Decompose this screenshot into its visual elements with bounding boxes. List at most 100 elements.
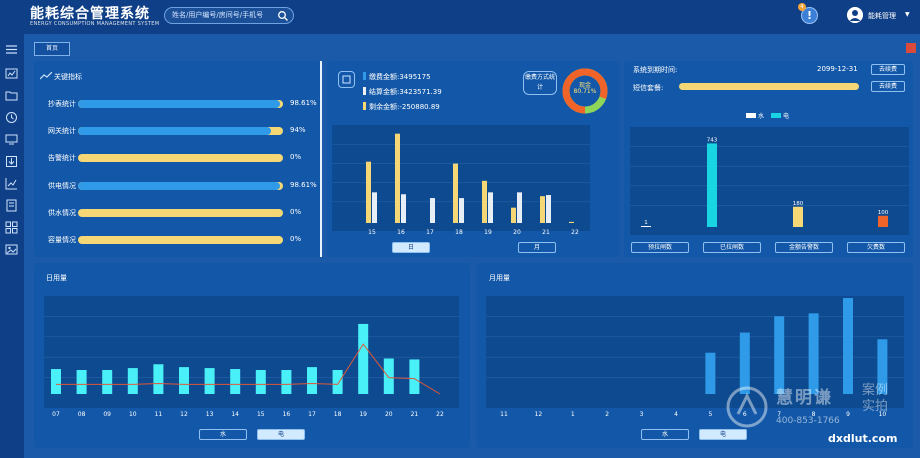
- finance-bar[interactable]: [372, 192, 377, 223]
- finance-bar[interactable]: [546, 195, 551, 223]
- monthly-x-tick: 12: [534, 411, 543, 418]
- daily-x-tick: 13: [205, 411, 214, 418]
- grid-icon[interactable]: [5, 221, 18, 234]
- finance-panel: 缴费金额:3495175 结算金额:3423571.39 剩余金额:-25088…: [327, 61, 619, 257]
- indicator-label: 供电情况: [48, 182, 76, 190]
- watermark-logo-icon: [726, 386, 768, 428]
- watermark-tag-photo: 实拍: [862, 399, 889, 414]
- finance-bar[interactable]: [395, 133, 400, 223]
- indicator-value: 0%: [290, 153, 302, 161]
- finance-x-tick: 22: [571, 229, 579, 236]
- settled-amount-text: 结算金额:3423571.39: [369, 88, 442, 96]
- finance-bar[interactable]: [401, 194, 406, 223]
- tab-home[interactable]: 首页: [34, 42, 70, 56]
- daily-x-tick: 15: [256, 411, 265, 418]
- daily-usage-title: 日用量: [46, 274, 67, 282]
- monthly-power-button[interactable]: 电: [699, 429, 747, 440]
- daily-bar[interactable]: [358, 323, 369, 394]
- finance-bar[interactable]: [511, 207, 516, 223]
- alarm-bar[interactable]: [878, 215, 888, 227]
- finance-bar[interactable]: [517, 192, 522, 223]
- daily-bar[interactable]: [204, 368, 215, 394]
- daily-bar[interactable]: [409, 359, 420, 394]
- daily-bar[interactable]: [127, 368, 138, 394]
- daily-bar[interactable]: [76, 370, 87, 394]
- daily-bar[interactable]: [179, 367, 189, 394]
- daily-bar[interactable]: [102, 370, 113, 394]
- alert-icon[interactable]: !: [801, 7, 818, 24]
- download-icon[interactable]: [5, 155, 18, 168]
- monthly-bar[interactable]: [739, 332, 750, 394]
- sms-renew-button[interactable]: 去续费: [871, 81, 905, 92]
- line-chart-icon[interactable]: [5, 177, 18, 190]
- daily-bar[interactable]: [51, 369, 61, 394]
- daily-bar[interactable]: [332, 370, 343, 394]
- watermark-phone: 400-853-1766: [776, 416, 840, 426]
- refresh-icon[interactable]: [5, 111, 18, 124]
- day-button[interactable]: 日: [392, 242, 430, 253]
- daily-bar[interactable]: [383, 358, 394, 394]
- payment-stat-button[interactable]: 缴费方式统计: [523, 71, 557, 95]
- renew-button[interactable]: 去续费: [871, 64, 905, 75]
- alarm-bar[interactable]: [707, 143, 717, 227]
- image-icon[interactable]: [5, 243, 18, 256]
- chart-board-icon[interactable]: [5, 67, 18, 80]
- chevron-down-icon[interactable]: ▼: [905, 11, 910, 18]
- monthly-chart: [486, 296, 904, 408]
- user-avatar-icon[interactable]: [847, 7, 863, 23]
- daily-x-tick: 12: [180, 411, 188, 418]
- app-subtitle: ENERGY CONSUMPTION MANAGEMENT SYSTEM: [30, 21, 160, 27]
- menu-icon[interactable]: [5, 43, 18, 56]
- monthly-bar[interactable]: [843, 298, 853, 394]
- search-input[interactable]: 姓名/用户编号/房间号/手机号: [164, 7, 294, 24]
- folder-icon[interactable]: [5, 89, 18, 102]
- month-button[interactable]: 月: [518, 242, 556, 253]
- close-icon[interactable]: [906, 43, 916, 53]
- finance-bar[interactable]: [453, 163, 458, 223]
- finance-bar[interactable]: [430, 198, 435, 223]
- finance-bar[interactable]: [459, 198, 464, 223]
- alarm-bar[interactable]: [793, 206, 803, 227]
- finance-bar[interactable]: [482, 180, 487, 223]
- finance-bar[interactable]: [488, 192, 493, 223]
- daily-bar[interactable]: [230, 369, 241, 394]
- legend-power-swatch: [771, 113, 781, 118]
- daily-x-tick: 22: [436, 411, 444, 418]
- alarm-bar[interactable]: [641, 226, 651, 227]
- finance-x-tick: 15: [368, 229, 376, 236]
- monthly-bar[interactable]: [877, 339, 888, 394]
- search-icon[interactable]: [277, 10, 289, 22]
- watermark-tag-case: 案例: [862, 383, 889, 398]
- arrears-button[interactable]: 欠费数: [847, 242, 905, 253]
- daily-power-button[interactable]: 电: [257, 429, 305, 440]
- daily-bar[interactable]: [281, 370, 292, 394]
- indicator-progress-fill: [78, 127, 271, 135]
- monthly-water-button[interactable]: 水: [641, 429, 689, 440]
- finance-x-tick: 16: [397, 229, 405, 236]
- donut-main-slice: [562, 68, 608, 114]
- user-name[interactable]: 能耗管理: [868, 12, 896, 20]
- daily-bar[interactable]: [255, 370, 266, 394]
- finance-x-tick: 18: [455, 229, 463, 236]
- monthly-bar[interactable]: [705, 352, 716, 394]
- top-bar: 能耗综合管理系统 ENERGY CONSUMPTION MANAGEMENT S…: [0, 0, 920, 34]
- daily-water-button[interactable]: 水: [199, 429, 247, 440]
- finance-bar[interactable]: [366, 161, 371, 223]
- monthly-bar[interactable]: [774, 316, 785, 394]
- monthly-bar[interactable]: [808, 313, 819, 394]
- finance-bar[interactable]: [540, 196, 545, 223]
- cutoff-button[interactable]: 已拉闸数: [703, 242, 761, 253]
- expire-date: 2099-12-31: [817, 65, 858, 73]
- indicator-progress-bar: [78, 127, 283, 135]
- amount-alarm-button[interactable]: 金额告警数: [775, 242, 833, 253]
- key-indicators-panel: 关键指标 抄表统计 98.61% 网关统计 94% 告警统计 0% 供电情况 98.61% 供水…: [34, 61, 321, 257]
- daily-bar[interactable]: [307, 367, 317, 394]
- daily-bar[interactable]: [153, 364, 164, 394]
- finance-bar[interactable]: [569, 221, 574, 223]
- pre-cutoff-button[interactable]: 预拉闸数: [631, 242, 689, 253]
- legend-water: 水: [758, 113, 765, 120]
- report-icon[interactable]: [5, 199, 18, 212]
- indicator-label: 告警统计: [48, 154, 76, 162]
- monitor-icon[interactable]: [5, 133, 18, 146]
- monthly-x-tick: 2: [605, 411, 610, 418]
